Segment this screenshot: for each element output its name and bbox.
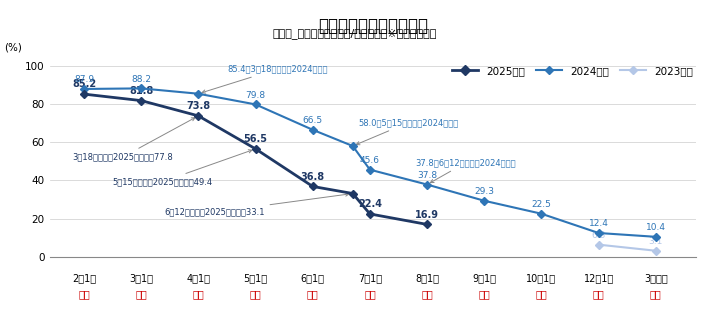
Text: 16.9: 16.9 [415,210,439,220]
Text: 4月1日: 4月1日 [186,273,210,283]
Text: 12.4: 12.4 [589,219,608,228]
Text: 88.2: 88.2 [131,74,151,84]
Title: 就職活動実施率（全体）: 就職活動実施率（全体） [318,17,427,35]
Text: 5月15日時点（2025年卒）：49.4: 5月15日時点（2025年卒）：49.4 [113,150,252,186]
Text: 時点: 時点 [535,289,547,299]
Text: 36.8: 36.8 [300,172,324,182]
Text: 6.3: 6.3 [591,231,606,240]
Text: 85.2: 85.2 [72,79,96,89]
Text: 3月1日: 3月1日 [129,273,153,283]
Text: 66.5: 66.5 [302,116,323,125]
Text: 79.8: 79.8 [246,91,266,100]
Text: 時点: 時点 [250,289,261,299]
Text: 大学生_全体（就職志望者/単一回答）※大学院生除く: 大学生_全体（就職志望者/単一回答）※大学院生除く [273,28,437,39]
Text: (%): (%) [4,42,22,52]
Text: 12月1日: 12月1日 [584,273,613,283]
Text: 8月1日: 8月1日 [415,273,439,283]
Text: 時点: 時点 [307,289,319,299]
Text: 時点: 時点 [78,289,90,299]
Legend: 2025年卒, 2024年卒, 2023年卒: 2025年卒, 2024年卒, 2023年卒 [448,62,697,80]
Text: 3月卒業: 3月卒業 [644,273,667,283]
Text: 81.8: 81.8 [129,86,153,96]
Text: 時点: 時点 [136,289,147,299]
Text: 時点: 時点 [593,289,604,299]
Text: 87.9: 87.9 [74,75,94,84]
Text: 58.0：5月15日時点（2024年卒）: 58.0：5月15日時点（2024年卒） [356,118,459,145]
Text: 10.4: 10.4 [646,223,666,232]
Text: 85.4：3月18日時点（2024年卒）: 85.4：3月18日時点（2024年卒） [202,64,327,93]
Text: 時点: 時点 [479,289,490,299]
Text: 3.1: 3.1 [649,237,663,246]
Text: 時点: 時点 [192,289,204,299]
Text: 7月1日: 7月1日 [358,273,382,283]
Text: 37.8: 37.8 [417,171,437,180]
Text: 2月1日: 2月1日 [72,273,96,283]
Text: 29.3: 29.3 [474,187,494,196]
Text: 37.8：6月12日時点（2024年卒）: 37.8：6月12日時点（2024年卒） [415,158,516,183]
Text: 6月1日: 6月1日 [301,273,324,283]
Text: 22.5: 22.5 [532,200,552,209]
Text: 時点: 時点 [650,289,662,299]
Text: 時点: 時点 [364,289,376,299]
Text: 6月12日時点（2025年卒）：33.1: 6月12日時点（2025年卒）：33.1 [164,193,349,217]
Text: 時点: 時点 [421,289,433,299]
Text: 45.6: 45.6 [360,156,380,165]
Text: 9月1日: 9月1日 [472,273,496,283]
Text: 3月18日時点（2025年卒）：77.8: 3月18日時点（2025年卒）：77.8 [72,118,195,162]
Text: 5月1日: 5月1日 [244,273,268,283]
Text: 22.4: 22.4 [358,199,382,209]
Text: 73.8: 73.8 [186,101,210,111]
Text: 10月1日: 10月1日 [526,273,557,283]
Text: 56.5: 56.5 [244,134,268,144]
